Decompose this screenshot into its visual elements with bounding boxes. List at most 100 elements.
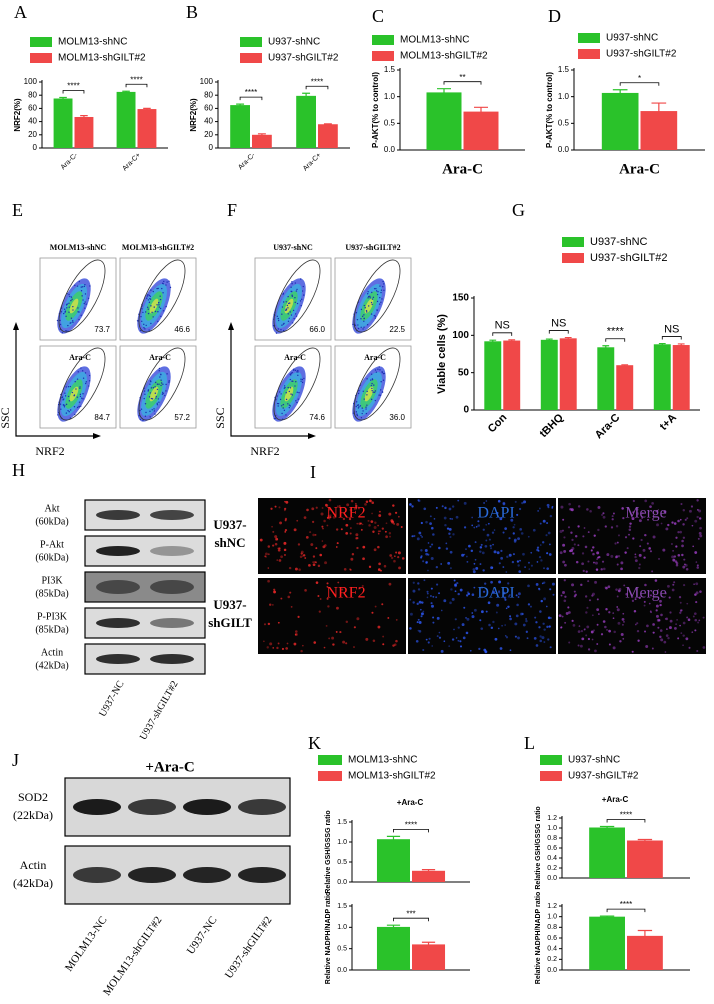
cell-signal: [655, 609, 658, 612]
cell-signal: [509, 617, 512, 621]
cell-signal: [695, 561, 698, 563]
cell-signal: [644, 630, 647, 633]
cell-dot: [150, 387, 153, 389]
cell-signal: [493, 550, 497, 554]
gate: [138, 259, 186, 333]
cell-dot: [371, 291, 373, 294]
cell-dot: [375, 371, 378, 373]
cell-signal: [277, 642, 280, 645]
y-tick-label: 20: [204, 130, 213, 139]
cell-signal: [479, 619, 482, 622]
blot-band: [150, 580, 194, 594]
legend-label: U937-shGILT#2: [268, 53, 339, 64]
cell-signal: [300, 550, 304, 554]
cell-dot: [76, 406, 79, 409]
cell-dot: [166, 281, 168, 283]
cell-signal: [304, 557, 307, 559]
cell-signal: [473, 586, 476, 589]
cell-dot: [367, 295, 370, 298]
cell-signal: [668, 596, 671, 599]
cell-signal: [514, 635, 517, 638]
significance-bracket: [492, 332, 513, 336]
cell-signal: [587, 560, 590, 563]
cell-dot: [144, 311, 147, 313]
cell-dot: [80, 367, 82, 369]
cell-signal: [548, 625, 551, 628]
y-tick-label: 80: [204, 90, 213, 99]
cell-dot: [371, 382, 373, 385]
cell-dot: [79, 395, 82, 398]
cell-signal: [624, 536, 628, 539]
cell-signal: [511, 560, 515, 564]
cell-dot: [379, 285, 381, 287]
cell-dot: [364, 307, 366, 309]
cell-dot: [282, 403, 285, 406]
cell-signal: [671, 588, 675, 592]
cell-dot: [72, 305, 74, 308]
cell-signal: [267, 567, 270, 569]
cell-signal: [637, 639, 640, 642]
cell-signal: [387, 617, 390, 619]
cell-dot: [61, 396, 64, 398]
cell-signal: [619, 640, 622, 643]
protein-size: (60kDa): [35, 552, 68, 563]
cell-signal: [311, 507, 315, 511]
cell-signal: [517, 636, 520, 640]
cell-signal: [677, 553, 681, 557]
cell-signal: [602, 567, 606, 571]
cell-signal: [588, 599, 592, 602]
cell-dot: [69, 295, 71, 298]
cell-signal: [454, 590, 457, 593]
cell-signal: [680, 632, 683, 635]
cell-signal: [435, 565, 439, 569]
cell-signal: [430, 557, 434, 560]
cell-signal: [519, 527, 523, 531]
cell-dot: [284, 386, 286, 389]
cell-signal: [631, 595, 634, 599]
gate: [58, 259, 106, 333]
cell-signal: [551, 506, 554, 509]
bar: [116, 91, 136, 148]
cell-signal: [534, 616, 537, 619]
cell-signal: [314, 533, 317, 536]
cell-signal: [417, 499, 421, 503]
y-tick-label: 0.8: [547, 835, 557, 842]
bar: [559, 338, 577, 410]
cell-signal: [694, 618, 698, 622]
cell-dot: [66, 330, 68, 332]
cell-dot: [69, 409, 72, 411]
blot-band: [96, 580, 140, 594]
error-bar: [59, 96, 67, 100]
cell-dot: [361, 407, 363, 409]
cell-dot: [141, 320, 143, 322]
cell-signal: [564, 563, 567, 567]
cell-signal: [438, 631, 441, 634]
cell-signal: [611, 518, 614, 521]
cell-signal: [539, 639, 543, 643]
cell-signal: [357, 506, 360, 509]
cell-dot: [379, 369, 381, 371]
cell-signal: [279, 521, 283, 525]
cell-signal: [582, 535, 585, 538]
cell-dot: [160, 373, 162, 375]
cell-signal: [449, 601, 452, 605]
y-axis-label: SSC: [0, 407, 12, 428]
cell-signal: [277, 621, 280, 624]
cell-signal: [465, 555, 468, 558]
cell-signal: [591, 594, 594, 597]
cell-dot: [154, 381, 157, 384]
cell-dot: [362, 410, 364, 412]
cell-signal: [382, 643, 385, 646]
cell-signal: [561, 529, 564, 532]
cell-signal: [393, 523, 395, 525]
cell-dot: [377, 368, 379, 370]
cell-dot: [371, 298, 374, 300]
cell-signal: [663, 640, 667, 644]
protein-size: (85kDa): [35, 588, 68, 599]
cell-signal: [690, 505, 694, 508]
cell-signal: [449, 536, 452, 539]
y-tick-label: 1.2: [547, 815, 557, 822]
cell-signal: [489, 547, 493, 550]
treatment-label: Ara-C: [69, 353, 91, 362]
cell-dot: [77, 371, 79, 373]
